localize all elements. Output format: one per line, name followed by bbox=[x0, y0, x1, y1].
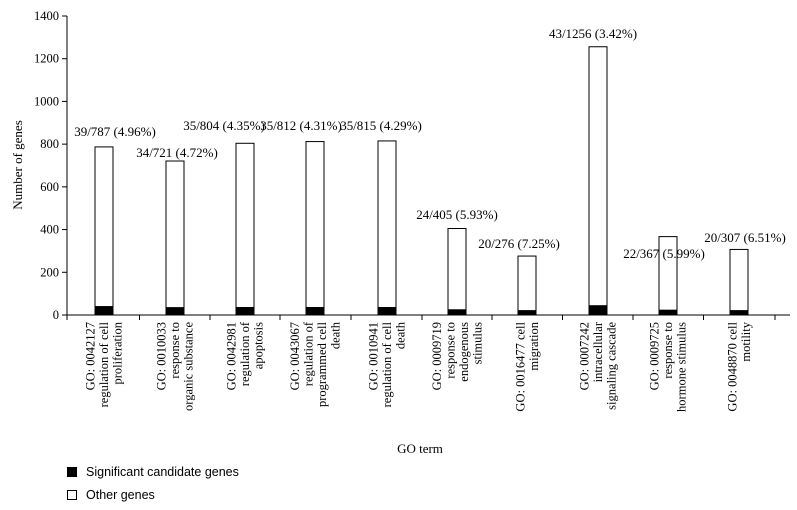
data-label: 35/815 (4.29%) bbox=[340, 118, 422, 133]
category-label-line: regulation of cell bbox=[97, 321, 111, 407]
category-label: GO: 0007242 intracellular signaling cascad… bbox=[578, 321, 619, 410]
data-labels: 39/787 (4.96%) 34/721 (4.72%) 35/804 (4.35… bbox=[74, 26, 786, 261]
category-label-line: motility bbox=[739, 321, 753, 361]
y-tick-label: 600 bbox=[40, 180, 59, 194]
data-label: 35/804 (4.35%) bbox=[183, 118, 265, 133]
y-tick-label: 1400 bbox=[34, 9, 59, 23]
y-tick-label: 200 bbox=[40, 265, 59, 279]
bar-significant-genes bbox=[588, 305, 608, 316]
data-label: 35/812 (4.31%) bbox=[260, 118, 342, 133]
legend-item-other: Other genes bbox=[67, 483, 239, 506]
category-label-line: signaling cascade bbox=[605, 322, 619, 410]
bar-significant-genes bbox=[658, 309, 678, 316]
category-label-line: regulation of cell bbox=[380, 321, 394, 407]
x-axis bbox=[66, 314, 790, 320]
legend-label-significant: Significant candidate genes bbox=[86, 464, 239, 479]
bar-other-genes bbox=[377, 140, 397, 309]
category-label-line: programmed cell bbox=[315, 321, 329, 407]
data-label: 20/307 (6.51%) bbox=[704, 230, 786, 245]
y-tick-label: 0 bbox=[53, 308, 59, 322]
category-label-line: regulation of bbox=[238, 321, 252, 386]
bar-other-genes bbox=[94, 146, 114, 308]
bar-significant-genes bbox=[235, 307, 255, 316]
category-label-line: GO: 0042127 bbox=[84, 322, 98, 390]
category-label-line: response to bbox=[168, 322, 182, 379]
x-axis-title: GO term bbox=[397, 441, 443, 456]
legend-item-significant: Significant candidate genes bbox=[67, 460, 239, 483]
category-label-line: GO: 0042981 bbox=[225, 322, 239, 390]
category-label: GO: 0010941 regulation of cell death bbox=[367, 321, 408, 407]
bar-significant-genes bbox=[165, 307, 185, 316]
data-label: 22/367 (5.99%) bbox=[623, 246, 705, 261]
data-label: 43/1256 (3.42%) bbox=[549, 26, 637, 41]
y-tick-label: 1200 bbox=[34, 52, 59, 66]
category-label-line: GO: 0016477 cell bbox=[513, 321, 527, 411]
bars bbox=[94, 46, 749, 316]
data-label: 24/405 (5.93%) bbox=[416, 207, 498, 222]
bar-other-genes bbox=[235, 142, 255, 309]
category-label-line: organic substance bbox=[182, 322, 196, 411]
bar-significant-genes bbox=[305, 307, 325, 316]
y-tick-label: 800 bbox=[40, 137, 59, 151]
bar-other-genes bbox=[517, 255, 537, 312]
category-labels: GO: 0042127 regulation of cell proliferati… bbox=[84, 321, 753, 412]
category-label-line: apoptosis bbox=[252, 322, 266, 369]
category-label-line: migration bbox=[527, 321, 541, 370]
category-label-line: GO: 0009719 bbox=[430, 322, 444, 390]
data-label: 20/276 (7.25%) bbox=[478, 236, 560, 251]
legend-label-other: Other genes bbox=[86, 487, 155, 502]
category-label: GO: 0010033 response to organic substance bbox=[155, 322, 196, 411]
category-label-line: death bbox=[328, 321, 342, 349]
category-label: GO: 0016477 cell migration bbox=[513, 321, 541, 411]
data-label: 39/787 (4.96%) bbox=[74, 124, 156, 139]
category-label-line: regulation of bbox=[301, 321, 315, 386]
category-label-line: stimulus bbox=[470, 322, 484, 365]
category-label-line: hormone stimulus bbox=[675, 322, 689, 412]
bar-other-genes bbox=[305, 141, 325, 309]
category-label: GO: 0042981 regulation of apoptosis bbox=[225, 321, 266, 390]
bar-significant-genes bbox=[447, 309, 467, 316]
category-label-line: GO: 0010033 bbox=[155, 322, 169, 390]
bar-significant-genes bbox=[377, 307, 397, 316]
legend-swatch-other bbox=[67, 489, 77, 500]
category-label-line: response to bbox=[443, 322, 457, 379]
data-label: 34/721 (4.72%) bbox=[136, 145, 218, 160]
category-label-line: GO: 0010941 bbox=[367, 322, 381, 390]
category-label-line: proliferation bbox=[111, 321, 125, 384]
bar-significant-genes bbox=[517, 310, 537, 316]
bar-other-genes bbox=[588, 46, 608, 307]
legend-swatch-significant bbox=[67, 466, 77, 477]
y-axis-title: Number of genes bbox=[10, 120, 25, 210]
y-axis: 0 200 400 600 800 1000 1200 1400 bbox=[34, 9, 68, 322]
category-label-line: GO: 0009725 bbox=[648, 322, 662, 390]
y-tick-label: 400 bbox=[40, 223, 59, 237]
y-tick-label: 1000 bbox=[34, 94, 59, 108]
category-label: GO: 0043067 regulation of programmed cell d… bbox=[288, 321, 343, 407]
category-label: GO: 0009719 response to endogenous stimulus bbox=[430, 322, 485, 391]
category-label-line: GO: 0048870 cell bbox=[725, 321, 739, 411]
bar-significant-genes bbox=[729, 310, 749, 316]
category-label-line: response to bbox=[661, 322, 675, 379]
category-label-line: endogenous bbox=[457, 322, 471, 382]
category-label-line: death bbox=[394, 321, 408, 349]
legend: Significant candidate genes Other genes bbox=[67, 460, 239, 506]
bar-other-genes bbox=[729, 248, 749, 312]
category-label: GO: 0048870 cell motility bbox=[725, 321, 753, 411]
category-label-line: GO: 0043067 bbox=[288, 322, 302, 390]
category-label-line: intracellular bbox=[591, 321, 605, 382]
bar-other-genes bbox=[447, 228, 467, 311]
category-label: GO: 0009725 response to hormone stimulus bbox=[648, 322, 689, 412]
category-label: GO: 0042127 regulation of cell proliferati… bbox=[84, 321, 125, 407]
category-label-line: GO: 0007242 bbox=[578, 322, 592, 390]
bar-other-genes bbox=[165, 160, 185, 309]
bar-significant-genes bbox=[94, 306, 114, 316]
